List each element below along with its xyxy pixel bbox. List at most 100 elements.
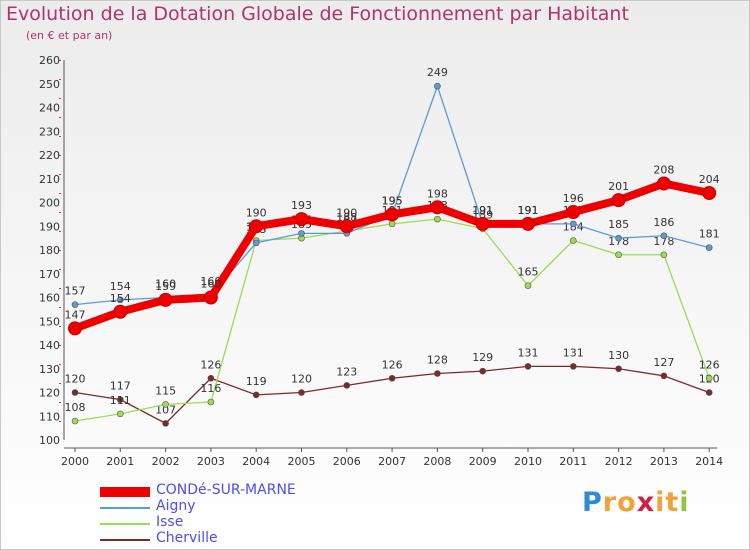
- x-tick-label: 2005: [288, 455, 316, 468]
- logo-letter: x: [636, 487, 656, 518]
- y-tick-label: 160: [39, 292, 60, 305]
- data-label: 123: [336, 365, 357, 378]
- data-label: 131: [563, 346, 584, 359]
- data-label: 120: [65, 373, 86, 386]
- data-point: [71, 389, 79, 396]
- data-point: [298, 230, 305, 237]
- line-chart: 100 110 120 130 140 150 160 170 180 190 200 210 220 2…: [39, 54, 723, 468]
- chart-subtitle: (en € et par an): [26, 29, 113, 42]
- data-label: 128: [427, 354, 448, 367]
- data-label: 196: [563, 192, 584, 205]
- chart-title: Evolution de la Dotation Globale de Fonc…: [6, 3, 629, 25]
- legend-label: Aigny: [156, 498, 196, 514]
- data-point: [158, 292, 173, 307]
- y-tick-label: 100: [39, 434, 60, 447]
- data-point: [388, 374, 396, 382]
- data-point: [434, 82, 441, 90]
- x-tick-label: 2006: [333, 455, 361, 468]
- data-point: [68, 321, 82, 336]
- data-label: 159: [155, 280, 176, 293]
- data-point: [117, 396, 124, 403]
- data-label: 195: [382, 194, 403, 207]
- data-point: [385, 207, 400, 222]
- logo-letter: i: [679, 487, 690, 518]
- data-label: 195: [382, 194, 403, 207]
- data-label: 181: [699, 228, 720, 241]
- x-tick-label: 2010: [514, 455, 542, 468]
- data-point: [71, 301, 79, 308]
- data-point: [113, 304, 128, 319]
- data-point: [702, 186, 717, 200]
- logo-letter: r: [602, 487, 618, 518]
- y-tick-label: 220: [39, 149, 60, 162]
- data-point: [294, 212, 309, 227]
- data-point: [705, 374, 713, 382]
- data-point: [71, 417, 79, 425]
- y-tick-label: 150: [39, 315, 60, 328]
- data-point: [611, 193, 626, 208]
- data-point: [252, 239, 260, 247]
- x-tick-label: 2012: [605, 455, 633, 468]
- x-tick-label: 2002: [152, 455, 180, 468]
- legend-label: Isse: [156, 514, 184, 530]
- data-point: [207, 398, 215, 406]
- legend-swatch: [100, 523, 150, 525]
- data-label: 126: [382, 358, 403, 371]
- data-label: 208: [653, 164, 674, 177]
- data-point: [117, 410, 124, 418]
- y-tick-label: 180: [39, 244, 60, 257]
- data-point: [660, 251, 668, 259]
- legend-swatch: [100, 539, 150, 541]
- data-point: [569, 220, 577, 228]
- y-tick-label: 110: [39, 410, 60, 423]
- y-tick-label: 230: [39, 125, 60, 138]
- data-label: 249: [427, 66, 448, 79]
- data-point: [566, 205, 581, 219]
- data-point: [656, 176, 671, 191]
- data-label: 193: [291, 199, 312, 212]
- data-point: [117, 296, 124, 304]
- data-point: [705, 389, 713, 396]
- data-point: [252, 391, 260, 399]
- data-label: 117: [110, 380, 131, 393]
- logo-letter: P: [582, 487, 603, 518]
- data-point: [388, 220, 396, 228]
- y-tick-label: 250: [39, 78, 60, 91]
- y-tick-label: 200: [39, 197, 60, 210]
- data-label: 147: [65, 308, 86, 321]
- x-tick-label: 2001: [106, 455, 134, 468]
- data-point: [569, 363, 577, 370]
- data-label: 130: [608, 349, 629, 362]
- data-label: 111: [110, 394, 131, 407]
- x-tick-label: 2003: [197, 455, 225, 468]
- data-point: [479, 367, 487, 375]
- data-point: [615, 251, 622, 259]
- data-point: [615, 234, 622, 242]
- proxiti-logo: Proxiti: [582, 487, 690, 518]
- data-label: 131: [518, 346, 539, 359]
- data-point: [524, 363, 532, 370]
- data-label: 160: [155, 278, 176, 291]
- data-label: 190: [246, 206, 267, 219]
- data-point: [430, 200, 445, 215]
- data-label: 126: [200, 358, 221, 371]
- data-point: [203, 290, 218, 305]
- y-tick-label: 140: [39, 339, 60, 352]
- data-label: 107: [155, 403, 176, 416]
- data-label: 191: [518, 204, 539, 217]
- x-tick-label: 2000: [61, 455, 89, 468]
- x-tick-label: 2011: [559, 455, 587, 468]
- y-tick-label: 130: [39, 363, 60, 376]
- y-tick-label: 240: [39, 102, 60, 115]
- data-label: 185: [608, 218, 629, 231]
- y-tick-label: 210: [39, 173, 60, 186]
- data-label: 191: [518, 204, 539, 217]
- legend-label: Cherville: [156, 530, 218, 546]
- x-tick-label: 2013: [650, 455, 678, 468]
- data-point: [339, 219, 354, 234]
- data-label: 154: [110, 280, 131, 293]
- data-label: 160: [200, 278, 221, 291]
- data-label: 154: [110, 292, 131, 305]
- data-point: [660, 232, 668, 240]
- data-point: [660, 372, 668, 380]
